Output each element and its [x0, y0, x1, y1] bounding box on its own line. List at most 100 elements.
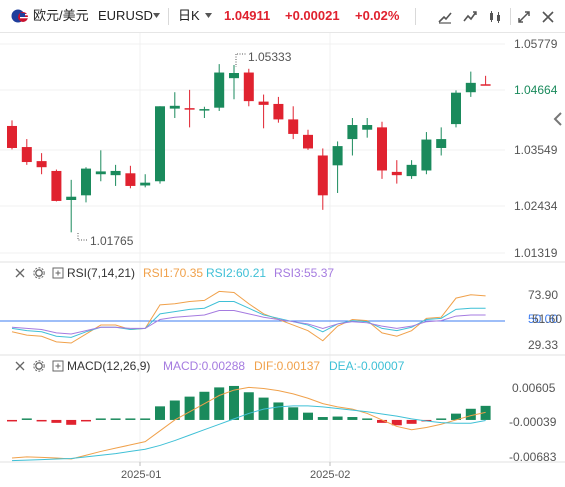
- fullscreen-button[interactable]: [513, 6, 535, 28]
- candle-up[interactable]: [362, 125, 373, 130]
- candle-up[interactable]: [436, 139, 447, 148]
- candle-down[interactable]: [480, 84, 491, 86]
- candle-down[interactable]: [273, 103, 284, 120]
- candle-down[interactable]: [288, 119, 299, 134]
- macd-value: MACD:0.00288: [163, 359, 246, 373]
- rsi-tick-mid2: 51.60: [532, 312, 562, 326]
- collapse-panel-icon[interactable]: [551, 110, 565, 128]
- candle-up[interactable]: [140, 182, 151, 186]
- current-price: 1.04911: [224, 8, 271, 23]
- expand-icon[interactable]: [52, 360, 64, 372]
- close-icon[interactable]: [14, 267, 26, 279]
- expand-icon[interactable]: [52, 267, 64, 279]
- macd-bar: [362, 418, 373, 420]
- macd-bar: [95, 418, 106, 420]
- candle-up[interactable]: [169, 105, 180, 109]
- macd-bar: [36, 419, 47, 422]
- symbol-code[interactable]: EURUSD: [98, 8, 153, 23]
- candle-up[interactable]: [199, 109, 210, 111]
- macd-bar: [480, 405, 491, 420]
- candle-down[interactable]: [243, 72, 254, 102]
- macd-bar: [451, 413, 461, 420]
- price-tick-3: 1.03549: [514, 143, 558, 157]
- draw-line-button[interactable]: [434, 6, 456, 28]
- macd-bar: [125, 418, 136, 420]
- macd-tick-high: 0.00605: [512, 381, 556, 395]
- macd-bar: [243, 392, 254, 420]
- dea-line: [11, 405, 486, 462]
- dif-line: [11, 386, 486, 460]
- dea-value: DEA:-0.00007: [329, 359, 405, 373]
- candle-down[interactable]: [184, 108, 195, 110]
- candle-down[interactable]: [21, 147, 32, 163]
- eu-us-flag-icon: [11, 9, 28, 23]
- timeframe-selector[interactable]: 日K: [178, 8, 200, 23]
- candle-up[interactable]: [451, 92, 461, 125]
- candle-up[interactable]: [421, 139, 432, 171]
- price-change-percent: +0.02%: [355, 8, 400, 23]
- candle-down[interactable]: [51, 170, 62, 201]
- x-tick-feb: 2025-02: [310, 469, 350, 481]
- rsi-tick-low: 29.33: [528, 338, 558, 352]
- gear-icon[interactable]: [33, 360, 45, 372]
- toolbar-divider: [168, 8, 169, 25]
- rsi-tick-high: 73.90: [528, 288, 558, 302]
- chevron-down-icon[interactable]: [153, 13, 160, 19]
- pair-name[interactable]: 欧元/美元: [33, 8, 89, 23]
- macd-bar: [110, 418, 121, 420]
- toolbar-divider: [415, 8, 416, 25]
- rsi3-value: RSI3:55.37: [274, 266, 335, 280]
- candle-up[interactable]: [155, 106, 165, 182]
- macd-bar: [155, 406, 165, 420]
- macd-bar: [273, 402, 284, 420]
- candle-up[interactable]: [332, 146, 343, 166]
- macd-bar: [169, 400, 180, 420]
- candle-down[interactable]: [303, 134, 313, 149]
- candle-up[interactable]: [214, 72, 225, 108]
- macd-bar: [288, 407, 299, 420]
- candle-down[interactable]: [36, 161, 47, 168]
- candle-up[interactable]: [110, 170, 121, 176]
- price-tick-2: 1.04664: [514, 83, 558, 97]
- price-tick-4: 1.02434: [514, 199, 558, 213]
- rsi-tick-mid: 50.00: [528, 312, 558, 326]
- candle-down[interactable]: [391, 171, 402, 176]
- rsi2-line: [11, 300, 486, 338]
- candle-up[interactable]: [406, 164, 417, 177]
- price-change: +0.00021: [285, 8, 340, 23]
- chevron-down-icon[interactable]: [205, 13, 212, 19]
- low-annotation: 1.01765: [90, 234, 134, 248]
- macd-tick-low: -0.00683: [509, 450, 557, 464]
- macd-bar: [199, 391, 210, 420]
- candle-down[interactable]: [377, 127, 387, 171]
- candle-up[interactable]: [81, 168, 91, 196]
- macd-bar: [391, 419, 402, 426]
- price-tick-5: 1.01319: [514, 246, 558, 260]
- rsi1-line: [11, 290, 486, 344]
- candle-type-button[interactable]: [484, 6, 506, 28]
- candle-down[interactable]: [258, 101, 269, 105]
- rsi3-line: [11, 309, 486, 335]
- candle-up[interactable]: [465, 82, 476, 93]
- candle-up[interactable]: [347, 125, 358, 140]
- indicator-button[interactable]: [459, 6, 481, 28]
- macd-bar: [66, 419, 77, 425]
- candle-down[interactable]: [125, 173, 136, 186]
- gear-icon[interactable]: [33, 267, 45, 279]
- chart-toolbar: 欧元/美元 EURUSD 日K 1.04911 +0.00021 +0.02%: [0, 0, 565, 33]
- macd-bar: [214, 387, 225, 420]
- candle-up[interactable]: [95, 171, 106, 175]
- close-icon[interactable]: [14, 360, 26, 372]
- candle-up[interactable]: [66, 196, 77, 201]
- candles-group: [7, 64, 491, 233]
- price-chart-area[interactable]: 1.05333 1.01765 1.05779 1.04664 1.03549 …: [0, 33, 565, 487]
- macd-bar: [21, 418, 32, 420]
- candle-down[interactable]: [7, 125, 17, 148]
- candle-down[interactable]: [317, 155, 328, 196]
- toolbar-divider: [510, 8, 511, 25]
- macd-bar: [436, 418, 447, 420]
- close-button[interactable]: [537, 6, 559, 28]
- macd-bar: [377, 419, 387, 423]
- candle-up[interactable]: [229, 73, 239, 79]
- macd-bar: [81, 419, 91, 422]
